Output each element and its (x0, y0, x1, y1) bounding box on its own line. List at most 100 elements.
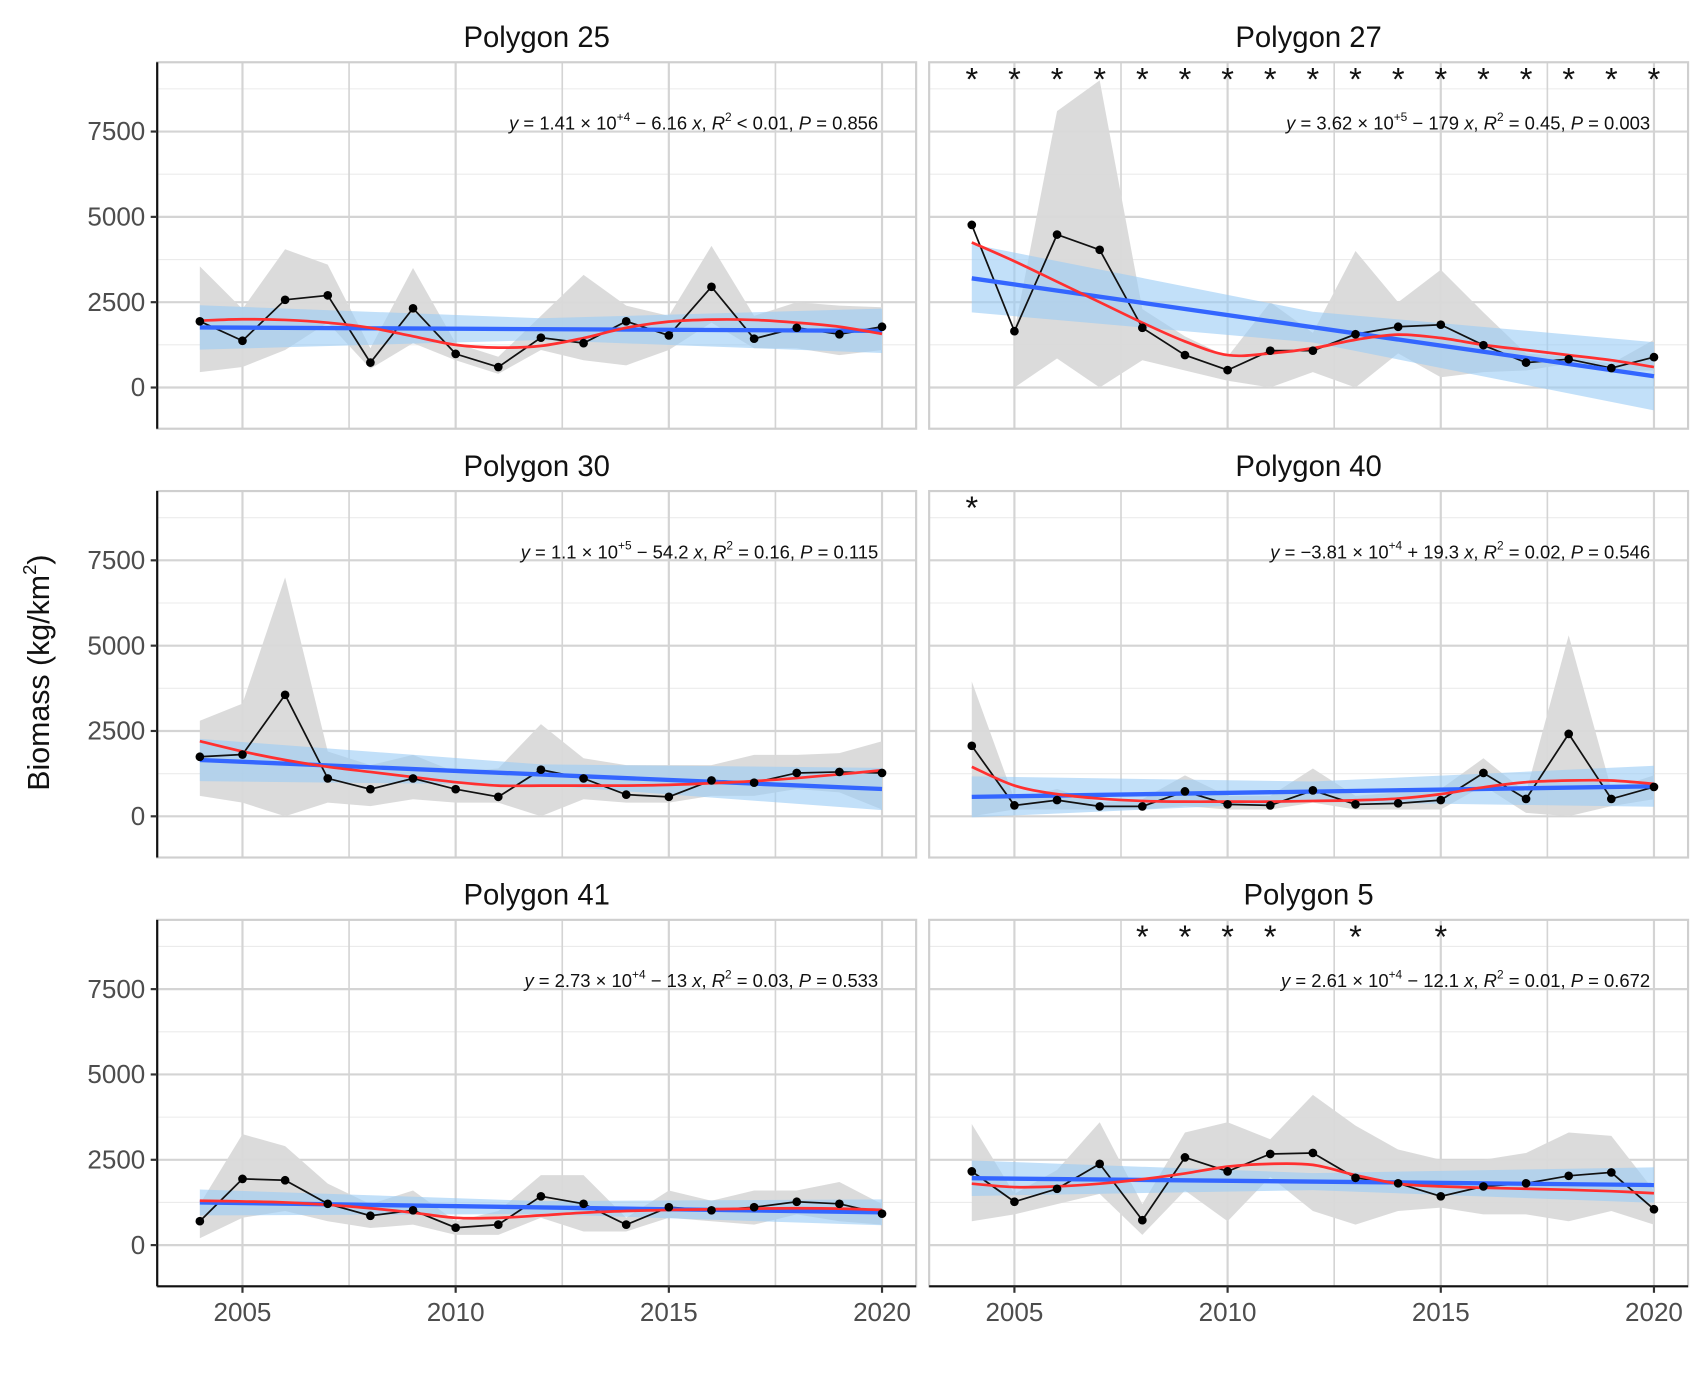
eq-r-sup: 2 (726, 539, 733, 553)
eq-equals: = (1295, 112, 1316, 133)
eq-r2-operator: < (737, 112, 748, 133)
panel-title: Polygon 25 (463, 22, 609, 54)
eq-intercept: 1.41 (539, 112, 575, 133)
significance-star: * (1179, 919, 1192, 955)
y-tick-label: 5000 (87, 1059, 145, 1089)
x-tick-label: 2010 (427, 1297, 485, 1327)
y-axis-label: Biomass (kg/km2) (19, 555, 56, 791)
eq-times-ten: × 10 (1347, 970, 1389, 991)
data-point (1521, 358, 1531, 367)
eq-operator: − (1407, 970, 1418, 991)
eq-equals: = (530, 541, 551, 562)
loess-smooth-line (199, 1199, 883, 1220)
panel-polygon-40: Polygon 40 * y = −3.81 × 10+4 + 19.3 x, R2… (928, 451, 1690, 859)
significance-star: * (1477, 61, 1490, 97)
eq-p: P (1571, 541, 1584, 562)
data-point (1393, 322, 1403, 332)
data-point (1436, 320, 1446, 330)
eq-equals: = (1583, 970, 1604, 991)
data-point (1180, 350, 1190, 360)
eq-y: y (519, 541, 532, 562)
significance-star: * (1349, 61, 1362, 97)
eq-p-value: 0.533 (832, 970, 878, 991)
eq-p: P (1571, 970, 1584, 991)
significance-star: * (965, 490, 978, 526)
y-tick-label: 7500 (87, 974, 145, 1004)
data-point (1649, 782, 1659, 792)
significance-star: * (1093, 61, 1106, 97)
data-point (792, 1197, 802, 1207)
data-point (1052, 230, 1062, 239)
eq-intercept: −3.81 (1300, 541, 1347, 562)
lm-fit-line (971, 1176, 1654, 1188)
data-point (1606, 1168, 1616, 1177)
eq-operator: − (637, 541, 648, 562)
eq-times-ten: × 10 (577, 541, 619, 562)
data-point (1137, 1215, 1147, 1225)
data-point (536, 765, 546, 775)
eq-r: R (1484, 541, 1497, 562)
x-tick-label: 2015 (1412, 1297, 1470, 1327)
eq-x: x (691, 970, 702, 991)
eq-r2: 0.01 (753, 112, 789, 133)
data-point (1393, 799, 1403, 808)
eq-p-value: 0.115 (833, 541, 878, 562)
data-point (1308, 346, 1318, 355)
data-point (451, 784, 460, 794)
panel-title: Polygon 27 (1235, 22, 1381, 54)
eq-comma: , (1473, 970, 1483, 991)
eq-r-sup: 2 (1497, 967, 1504, 981)
panel-title: Polygon 30 (463, 451, 609, 483)
regression-equation: y = 2.61 × 10+4 − 12.1 x, R2 = 0.01, P =… (1279, 967, 1650, 991)
data-point (749, 334, 759, 344)
y-axis-label-text: Biomass (kg/km (23, 575, 56, 791)
significance-star: * (1392, 61, 1405, 97)
eq-comma: , (1473, 112, 1483, 133)
eq-p: P (799, 112, 812, 133)
eq-p-value: 0.003 (1604, 112, 1650, 133)
data-point (195, 316, 205, 326)
eq-x: x (693, 541, 704, 562)
x-tick-label: 2005 (985, 1297, 1043, 1327)
eq-r2: 0.45 (1525, 112, 1561, 133)
data-point (877, 1209, 887, 1219)
data-point (664, 792, 674, 802)
data-point (536, 1191, 546, 1201)
eq-times-ten: × 10 (1347, 541, 1389, 562)
data-point (1606, 794, 1616, 804)
y-tick-label: 5000 (87, 202, 145, 232)
eq-comma: , (1560, 112, 1570, 133)
panel-polygon-5: Polygon 5* * * * * *y = 2.61 × 10+4 − 12.1 x,… (928, 880, 1690, 1327)
eq-equals: = (811, 112, 832, 133)
panel-title: Polygon 40 (1235, 451, 1381, 483)
data-point (1137, 323, 1147, 333)
eq-r: R (712, 970, 725, 991)
eq-comma: , (1560, 541, 1570, 562)
data-point (835, 1199, 844, 1209)
eq-equals: = (812, 541, 833, 562)
x-tick-label: 2020 (853, 1297, 911, 1327)
eq-intercept: 3.62 (1316, 112, 1352, 133)
regression-equation: y = 3.62 × 10+5 − 179 x, R2 = 0.45, P = … (1284, 110, 1650, 134)
regression-equation: y = 1.41 × 10+4 − 6.16 x, R2 < 0.01, P =… (507, 110, 878, 134)
data-point (238, 336, 247, 346)
eq-intercept: 1.1 (551, 541, 577, 562)
eq-y: y (1284, 112, 1297, 133)
eq-slope: 13 (667, 970, 688, 991)
data-point (1351, 1173, 1360, 1183)
significance-star: * (1051, 61, 1064, 97)
range-ribbon (199, 245, 883, 374)
eq-x: x (1463, 970, 1474, 991)
data-point (366, 358, 375, 367)
data-point (493, 792, 503, 802)
eq-slope: 179 (1428, 112, 1459, 133)
data-point (749, 778, 759, 788)
data-point (579, 774, 588, 783)
data-point (1649, 352, 1659, 362)
eq-exponent: +4 (617, 110, 631, 124)
eq-r2-operator: = (737, 970, 748, 991)
eq-equals: = (518, 112, 539, 133)
significance-star: * (1349, 919, 1362, 955)
eq-y: y (522, 970, 535, 991)
panel-polygon-30: Polygon 30 y = 1.1 × 10+5 − 54.2 x, R2 = … (87, 451, 918, 859)
